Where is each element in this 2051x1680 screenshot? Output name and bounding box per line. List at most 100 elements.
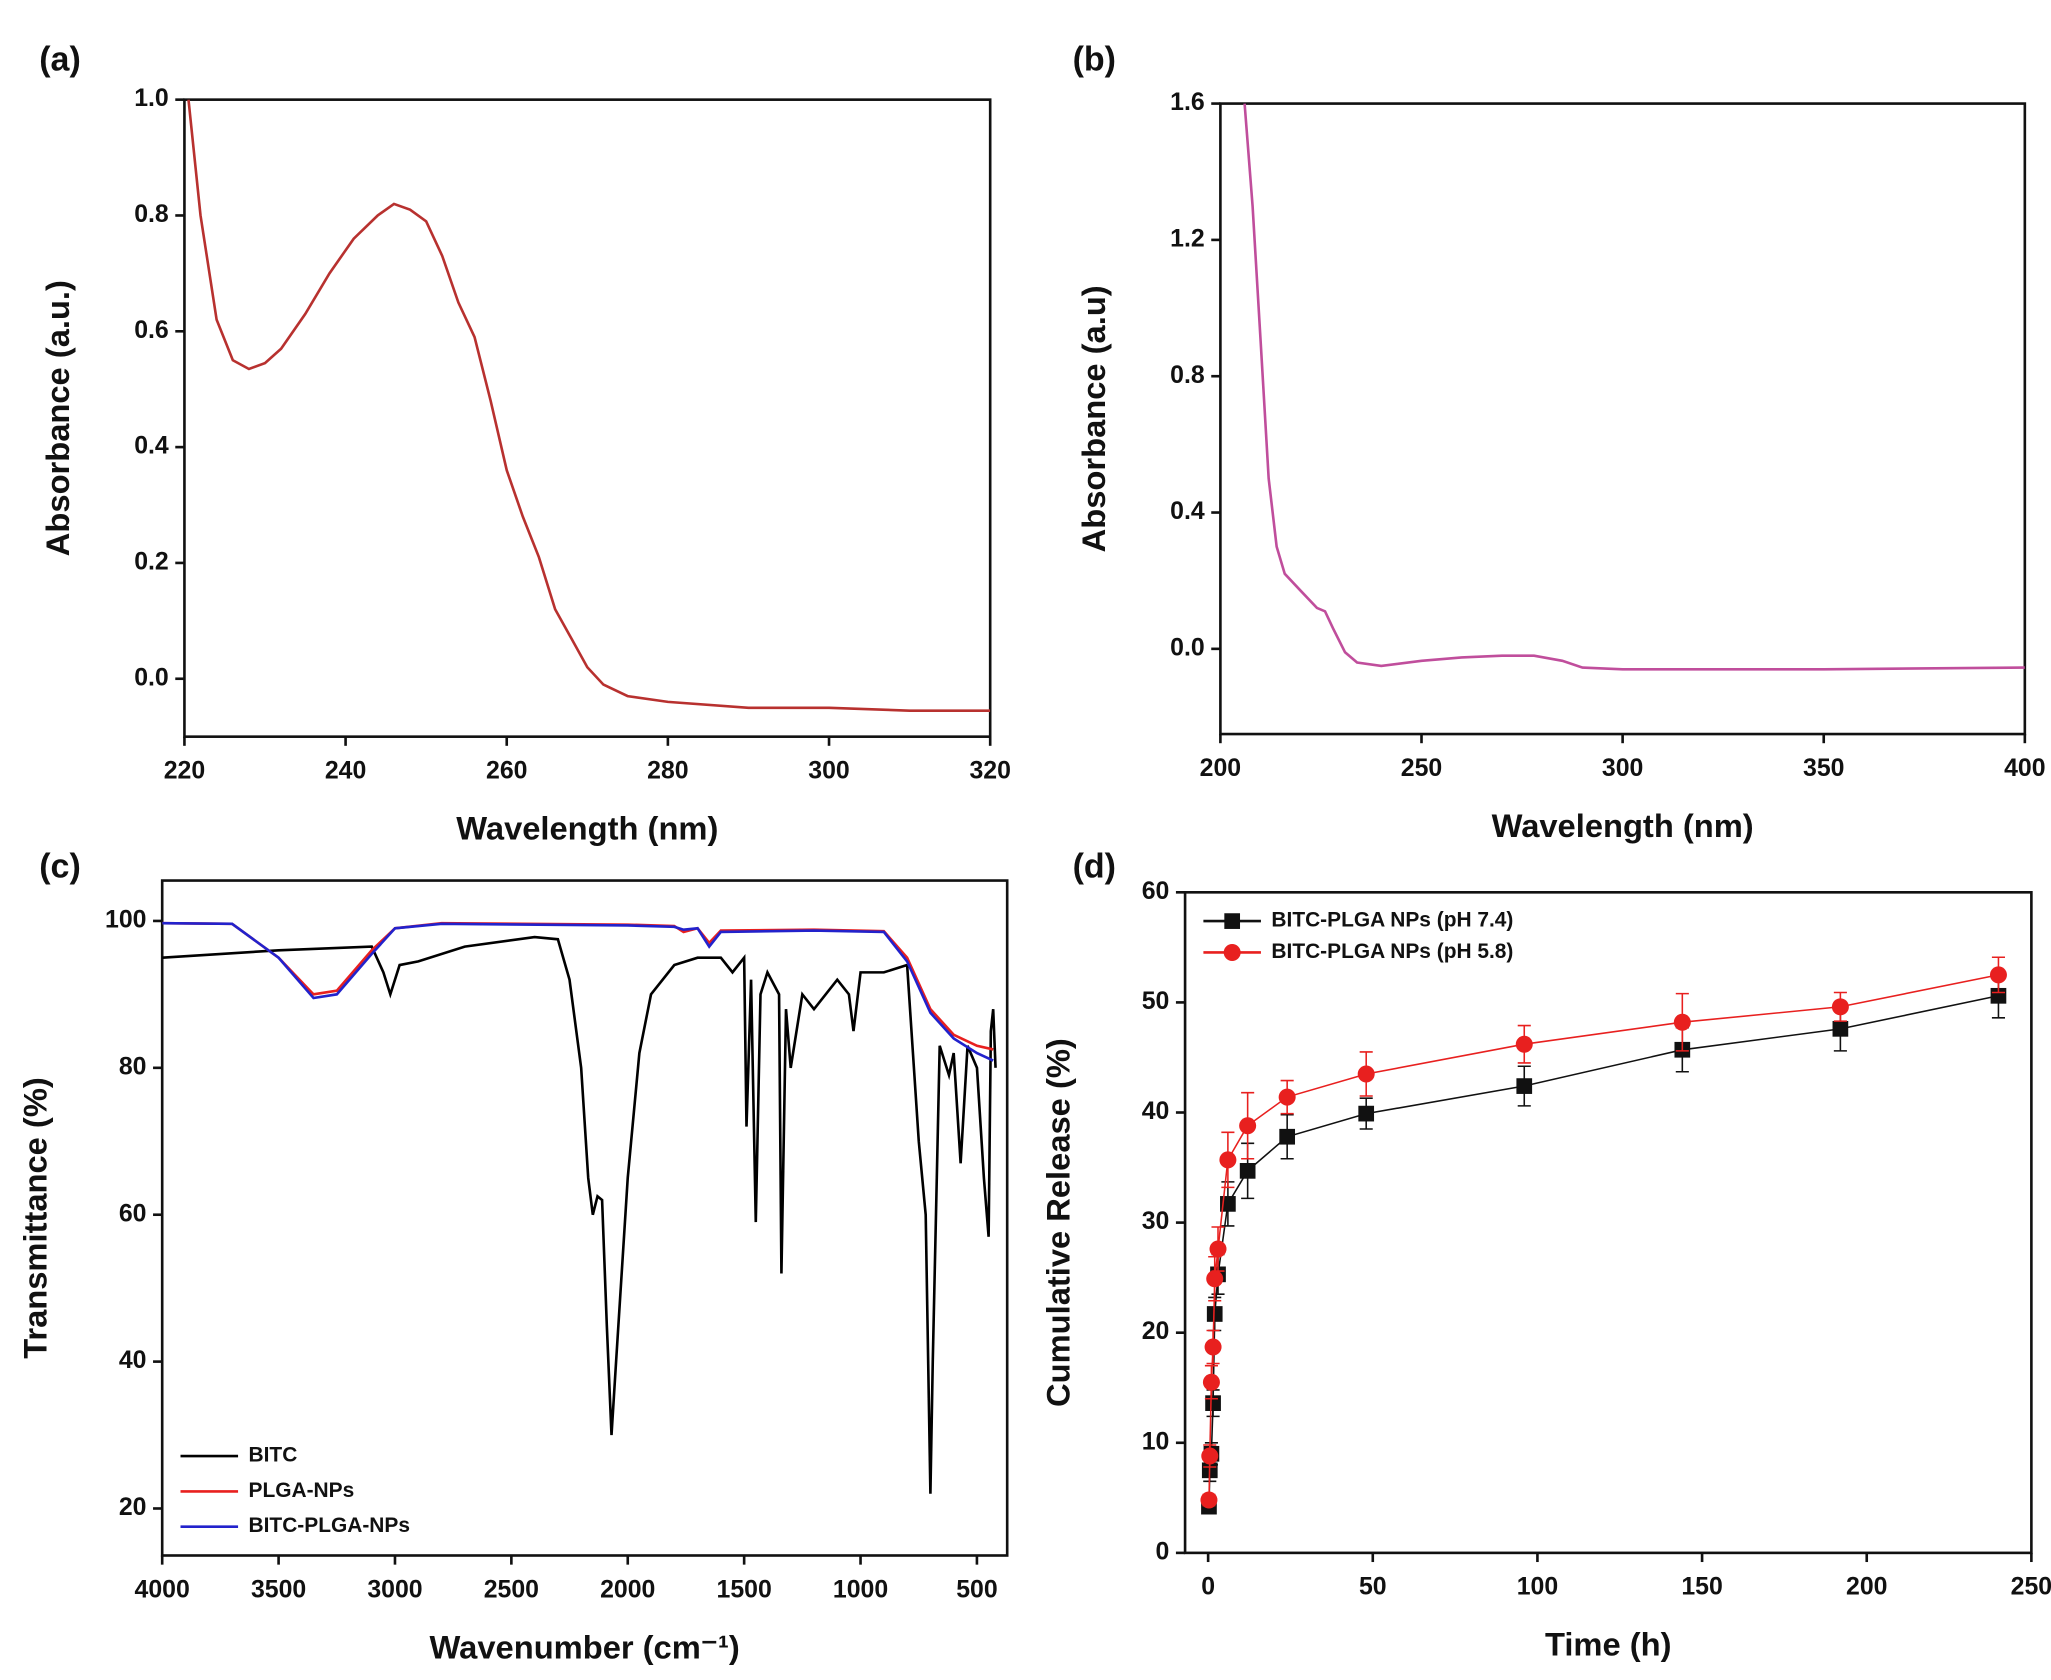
marker xyxy=(1239,1117,1257,1135)
marker xyxy=(1206,1270,1224,1288)
panel-label: (a) xyxy=(39,41,81,79)
series-line xyxy=(1208,974,1999,1501)
x-tick-label: 150 xyxy=(1681,1574,1722,1601)
plot-frame xyxy=(1219,102,2027,736)
y-tick-label: 0.4 xyxy=(134,433,169,460)
legend-marker xyxy=(1224,913,1241,929)
y-axis-label: Transmittance (%) xyxy=(17,1077,54,1359)
marker xyxy=(1202,1373,1220,1391)
marker xyxy=(1515,1035,1533,1053)
x-tick-label: 3500 xyxy=(251,1576,306,1603)
x-tick-label: 280 xyxy=(647,758,688,785)
x-tick-label: 250 xyxy=(2011,1574,2051,1601)
series-line xyxy=(1208,995,1999,1507)
legend-label: PLGA-NPs xyxy=(249,1479,355,1502)
plot-frame xyxy=(160,879,1009,1557)
y-tick-label: 0.8 xyxy=(1170,362,1205,389)
y-tick-label: 20 xyxy=(1142,1318,1170,1345)
marker xyxy=(1204,1338,1222,1356)
plot-frame xyxy=(183,98,992,738)
series-line xyxy=(162,935,997,1494)
marker xyxy=(1206,1306,1223,1322)
marker xyxy=(1205,1395,1221,1412)
marker xyxy=(1989,966,2007,984)
y-tick-label: 1.0 xyxy=(134,85,169,112)
legend-label: BITC-PLGA NPs (pH 5.8) xyxy=(1271,940,1513,963)
marker xyxy=(1201,1447,1219,1465)
x-tick-label: 240 xyxy=(325,758,366,785)
panel-label: (b) xyxy=(1073,41,1116,79)
x-axis-label: Wavelength (nm) xyxy=(1492,807,1754,844)
x-tick-label: 200 xyxy=(1846,1574,1887,1601)
y-tick-label: 80 xyxy=(119,1053,147,1080)
x-tick-label: 320 xyxy=(969,758,1010,785)
x-tick-label: 250 xyxy=(1401,755,1442,782)
y-tick-label: 20 xyxy=(119,1494,147,1521)
x-tick-label: 2500 xyxy=(484,1576,539,1603)
x-tick-label: 2000 xyxy=(600,1576,655,1603)
legend-label: BITC-PLGA-NPs xyxy=(249,1514,410,1537)
x-tick-label: 3000 xyxy=(367,1576,422,1603)
x-tick-label: 1000 xyxy=(833,1576,888,1603)
marker xyxy=(1832,1020,1849,1037)
legend-marker xyxy=(1223,943,1241,961)
y-tick-label: 0.2 xyxy=(134,548,169,575)
x-tick-label: 300 xyxy=(1602,755,1643,782)
x-tick-label: 400 xyxy=(2004,755,2045,782)
panel-label: (d) xyxy=(1073,848,1116,886)
plot-frame xyxy=(1183,891,2033,1555)
y-axis-label: Cumulative Release (%) xyxy=(1039,1038,1076,1407)
y-tick-label: 0.0 xyxy=(134,664,169,691)
marker xyxy=(1516,1078,1533,1094)
y-tick-label: 60 xyxy=(1142,878,1170,905)
y-tick-label: 50 xyxy=(1142,988,1170,1015)
y-tick-label: 40 xyxy=(1142,1098,1170,1125)
y-tick-label: 30 xyxy=(1142,1208,1170,1235)
marker xyxy=(1239,1163,1256,1179)
y-tick-label: 40 xyxy=(119,1347,147,1374)
series-line xyxy=(1243,103,2025,671)
x-tick-label: 500 xyxy=(956,1576,997,1603)
x-tick-label: 0 xyxy=(1201,1574,1215,1601)
marker xyxy=(1209,1240,1227,1258)
x-axis-label: Wavelength (nm) xyxy=(456,809,718,846)
x-axis-label: Wavenumber (cm⁻¹) xyxy=(430,1628,740,1665)
y-tick-label: 0 xyxy=(1156,1538,1170,1565)
y-tick-label: 0.4 xyxy=(1170,498,1205,525)
y-tick-label: 10 xyxy=(1142,1428,1170,1455)
marker xyxy=(1831,998,1849,1016)
y-tick-label: 0.6 xyxy=(134,317,169,344)
marker xyxy=(1358,1105,1375,1122)
plot-area xyxy=(1200,956,2007,1515)
marker xyxy=(1219,1151,1237,1169)
x-tick-label: 50 xyxy=(1359,1574,1387,1601)
y-tick-label: 1.6 xyxy=(1170,89,1205,116)
x-tick-label: 350 xyxy=(1803,755,1844,782)
y-axis-label: Absorbance (a.u) xyxy=(1075,285,1112,552)
series-line xyxy=(187,99,991,712)
marker xyxy=(1357,1065,1375,1083)
x-tick-label: 260 xyxy=(486,758,527,785)
marker xyxy=(1673,1013,1691,1031)
x-tick-label: 1500 xyxy=(717,1576,772,1603)
y-tick-label: 60 xyxy=(119,1200,147,1227)
y-tick-label: 1.2 xyxy=(1170,225,1205,252)
x-tick-label: 300 xyxy=(808,758,849,785)
series-line xyxy=(162,921,994,1051)
plot-area xyxy=(162,921,997,1494)
marker xyxy=(1279,1128,1296,1145)
plot-area xyxy=(1243,103,2025,671)
panel-label: (c) xyxy=(39,848,81,886)
legend-label: BITC-PLGA NPs (pH 7.4) xyxy=(1271,909,1513,932)
y-tick-label: 0.8 xyxy=(134,201,169,228)
y-tick-label: 0.0 xyxy=(1170,634,1205,661)
y-axis-label: Absorbance (a.u.) xyxy=(39,280,76,556)
x-tick-label: 4000 xyxy=(135,1576,190,1603)
y-tick-label: 100 xyxy=(105,907,146,934)
series-line xyxy=(162,921,994,1062)
x-axis-label: Time (h) xyxy=(1545,1626,1672,1663)
x-tick-label: 200 xyxy=(1200,755,1241,782)
x-tick-label: 100 xyxy=(1517,1574,1558,1601)
